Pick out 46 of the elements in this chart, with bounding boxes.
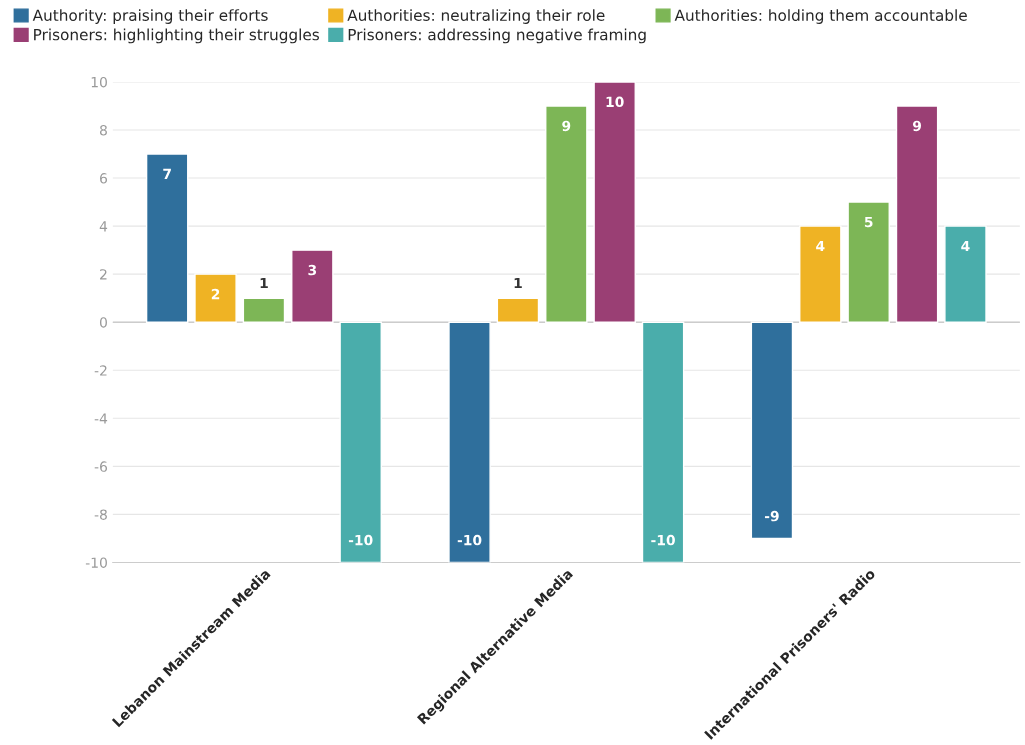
data-label: -10 [651,534,675,546]
data-label: 4 [961,240,970,252]
bar [448,321,491,563]
data-label: 4 [816,240,825,252]
bar [641,321,685,563]
bar [339,321,382,563]
data-label: 3 [308,264,317,276]
data-label: 9 [562,120,571,132]
legend-label: Prisoners: highlighting their struggles [34,28,319,44]
data-label: 7 [163,168,171,179]
bar [799,225,842,323]
bar [750,321,794,540]
bar [496,297,540,323]
data-label: 1 [260,277,268,289]
y-tick-label: -2 [94,365,107,376]
bar [145,153,189,323]
data-label: -10 [457,534,482,546]
y-tick-label: 4 [99,221,108,232]
y-tick-label: 6 [100,173,108,184]
y-tick-label: 8 [99,124,107,136]
bar [194,273,237,323]
y-tick-label: -10 [85,557,107,568]
data-label: 5 [864,216,873,228]
bar [593,81,636,323]
legend-label: Authorities: neutralizing their role [347,9,605,24]
y-tick-label: 2 [100,269,107,280]
bar [944,225,987,323]
bar [291,249,334,323]
bar [895,105,939,323]
y-tick-label: -6 [94,461,108,472]
bar [242,297,286,323]
data-label: -10 [348,534,373,546]
legend-label: Prisoners: addressing negative framing [348,28,646,44]
data-label: -9 [764,510,779,522]
y-tick-label: 10 [91,76,107,88]
bar [545,105,588,323]
data-label: 9 [912,120,922,132]
legend-label: Authorities: holding them accountable [674,9,967,24]
legend-label: Authority: praising their efforts [32,9,268,24]
data-label: 1 [514,277,522,289]
data-label: 2 [211,288,220,300]
y-tick-label: -8 [94,509,107,520]
y-tick-label: -4 [94,413,108,424]
data-label: 10 [606,96,624,108]
bar [847,201,890,323]
y-tick-label: 0 [99,317,107,328]
